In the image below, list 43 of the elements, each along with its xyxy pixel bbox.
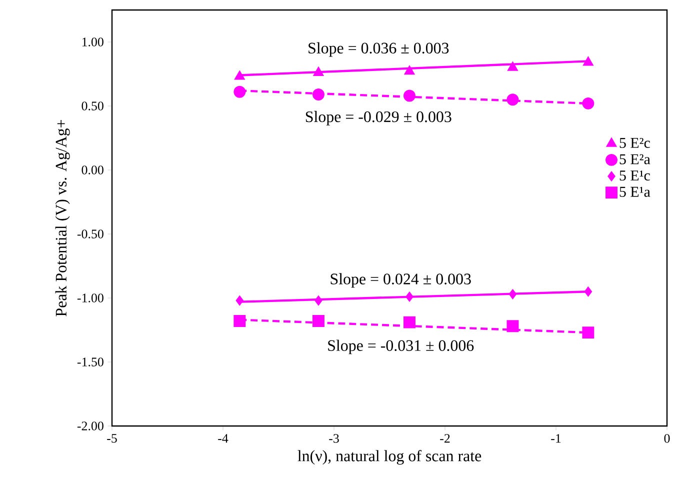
point <box>506 320 519 332</box>
x-tick-label: -4 <box>218 434 228 443</box>
point <box>582 97 594 110</box>
point <box>582 56 594 66</box>
annotation: Slope = -0.029 ± 0.003 <box>306 110 452 126</box>
point <box>314 296 322 306</box>
y-tick-label: 0.50 <box>82 102 104 110</box>
point <box>313 66 324 76</box>
x-tick-label: -3 <box>329 434 339 443</box>
point <box>406 292 414 302</box>
x-tick-label: -1 <box>551 434 561 443</box>
legend-label: 5 E²a <box>620 154 650 164</box>
point <box>234 70 245 80</box>
legend-label: 5 E²c <box>620 138 650 148</box>
point <box>404 90 416 102</box>
point <box>312 88 324 100</box>
y-tick-label: -1.50 <box>77 358 104 366</box>
x-tick-label: -5 <box>107 434 117 443</box>
legend-label: 5 E¹a <box>620 186 650 197</box>
point <box>404 316 416 328</box>
point <box>404 65 415 75</box>
y-axis-title: Peak Potential (V) vs. Ag/Ag+ <box>55 120 70 316</box>
y-tick-label: 1.00 <box>82 38 104 46</box>
point <box>507 62 518 71</box>
y-tick-label: -1.00 <box>77 294 104 302</box>
x-tick-label: -2 <box>440 434 450 443</box>
point <box>234 315 246 328</box>
point <box>506 94 519 106</box>
y-tick-label: -0.50 <box>77 230 104 238</box>
x-axis-title: ln(ν), natural log of scan rate <box>298 450 482 465</box>
x-tick-label: 0 <box>664 434 670 443</box>
point <box>234 86 246 98</box>
y-tick-label: 0.00 <box>82 166 104 174</box>
annotation: Slope = -0.031 ± 0.006 <box>328 340 474 354</box>
y-tick-label: -2.00 <box>77 422 104 430</box>
point <box>312 315 324 328</box>
point <box>582 326 594 339</box>
point <box>236 296 244 306</box>
point <box>584 286 592 297</box>
point <box>508 289 517 300</box>
annotation: Slope = 0.024 ± 0.003 <box>330 273 471 288</box>
annotation: Slope = 0.036 ± 0.003 <box>308 42 449 57</box>
legend-label: 5 E¹c <box>620 170 650 181</box>
